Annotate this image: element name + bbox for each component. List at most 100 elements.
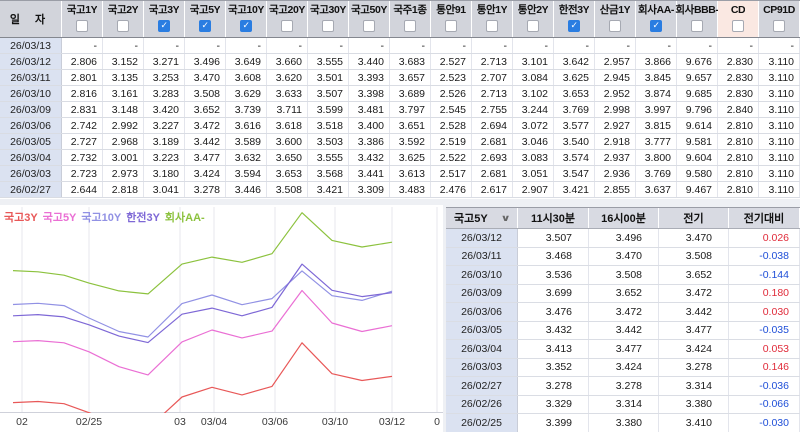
yield-cell: 3.866: [636, 54, 677, 69]
column-checkbox-국고20Y[interactable]: [281, 20, 293, 32]
column-checkbox-회사BBB-[interactable]: [691, 20, 703, 32]
table-row: 26/02/27 2.644 2.818 3.041 3.278 3.446 3.508 3.…: [0, 182, 800, 198]
column-checkbox-회사AA-[interactable]: [650, 20, 662, 32]
yield-cell: 3.651: [390, 118, 431, 133]
column-checkbox-국고10Y[interactable]: [240, 20, 252, 32]
yield-cell: 3.637: [636, 182, 677, 197]
column-checkbox-CP91D[interactable]: [773, 20, 785, 32]
x-tick-label: 03: [174, 416, 186, 428]
column-header-label: 국고1Y: [66, 4, 98, 16]
column-header-국고10Y: 국고10Y: [226, 1, 267, 37]
date-column-header: 일 자: [0, 1, 62, 37]
yield-cell: 2.927: [595, 118, 636, 133]
column-checkbox-통안2Y[interactable]: [527, 20, 539, 32]
column-header-label: 통안2Y: [517, 4, 549, 16]
column-header-국주1종: 국주1종: [390, 1, 431, 37]
column-header-CD: CD: [718, 1, 759, 37]
series-line-회사AA-: [12, 212, 393, 295]
column-checkbox-국고5Y[interactable]: [199, 20, 211, 32]
value-cell: 3.278: [518, 377, 589, 395]
legend-item-국고3Y: 국고3Y: [4, 212, 38, 224]
yield-cell: 3.421: [554, 182, 595, 197]
date-cell: 26/03/09: [446, 284, 518, 302]
column-checkbox-국고50Y[interactable]: [363, 20, 375, 32]
yield-cell: 3.283: [144, 86, 185, 101]
yield-cell: 2.945: [595, 70, 636, 85]
yield-cell: 2.713: [472, 54, 513, 69]
yield-cell: 3.689: [390, 86, 431, 101]
intraday-row: 26/03/09 3.699 3.652 3.472 0.180: [446, 284, 800, 303]
column-checkbox-국고2Y[interactable]: [117, 20, 129, 32]
yield-cell: 3.161: [103, 86, 144, 101]
yield-cell: 2.810: [718, 150, 759, 165]
value-cell: 3.507: [518, 229, 589, 247]
yield-cell: 3.874: [636, 86, 677, 101]
yield-cell: 3.072: [513, 118, 554, 133]
yield-cell: 3.110: [759, 86, 800, 101]
value-cell: 3.536: [518, 266, 589, 284]
yield-cell: 3.398: [349, 86, 390, 101]
column-checkbox-한전3Y[interactable]: [568, 20, 580, 32]
column-checkbox-통안91[interactable]: [445, 20, 457, 32]
yield-cell: 3.653: [554, 86, 595, 101]
column-header-회사AA-: 회사AA-: [636, 1, 677, 37]
yield-cell: 3.152: [103, 54, 144, 69]
yield-cell: 3.253: [144, 70, 185, 85]
yield-cell: 3.189: [144, 134, 185, 149]
column-checkbox-산금1Y[interactable]: [609, 20, 621, 32]
column-checkbox-국고1Y[interactable]: [76, 20, 88, 32]
intraday-row: 26/02/27 3.278 3.278 3.314 -0.036: [446, 377, 800, 396]
change-cell: 0.030: [729, 303, 800, 321]
intraday-table-body: 26/03/12 3.507 3.496 3.470 0.026 26/03/11 3.46…: [446, 229, 800, 432]
yield-cell: 3.102: [513, 86, 554, 101]
column-checkbox-국고30Y[interactable]: [322, 20, 334, 32]
column-checkbox-국고3Y[interactable]: [158, 20, 170, 32]
value-cell: 3.329: [518, 395, 589, 413]
date-cell: 26/03/09: [0, 102, 62, 117]
change-cell: -0.035: [729, 321, 800, 339]
intraday-header-전기: 전기: [659, 208, 729, 228]
yield-cell: 9.467: [677, 182, 718, 197]
yield-cell: 2.527: [431, 54, 472, 69]
yield-cell: 3.223: [144, 150, 185, 165]
yield-cell: 2.693: [472, 150, 513, 165]
yield-cell: 3.800: [636, 150, 677, 165]
yield-cell: -: [677, 38, 718, 53]
column-checkbox-통안1Y[interactable]: [486, 20, 498, 32]
column-checkbox-CD[interactable]: [732, 20, 744, 32]
change-cell: -0.038: [729, 247, 800, 265]
x-tick-label: 02: [16, 416, 28, 428]
daily-yield-table-header: 일 자 국고1Y 국고2Y 국고3Y 국고5Y 국고10Y 국고20Y 국고30Y 국고50Y…: [0, 1, 800, 38]
date-cell: 26/03/10: [0, 86, 62, 101]
value-cell: 3.380: [659, 395, 729, 413]
yield-cell: 2.644: [62, 182, 103, 197]
intraday-row: 26/03/10 3.536 3.508 3.652 -0.144: [446, 266, 800, 285]
column-header-국고50Y: 국고50Y: [349, 1, 390, 37]
column-checkbox-국주1종[interactable]: [404, 20, 416, 32]
yield-cell: 2.523: [431, 70, 472, 85]
column-header-label: 통안1Y: [476, 4, 508, 16]
yield-chart-plot: [0, 207, 443, 413]
x-tick-label: 03/04: [200, 416, 228, 428]
table-row: 26/03/05 2.727 2.968 3.189 3.442 3.589 3.600 3.…: [0, 134, 800, 150]
series-line-국고3Y: [12, 342, 393, 413]
yield-cell: 3.613: [390, 166, 431, 181]
yield-cell: 2.810: [718, 182, 759, 197]
yield-cell: -: [62, 38, 103, 53]
legend-item-회사AA-: 회사AA-: [164, 212, 205, 224]
yield-cell: 9.581: [677, 134, 718, 149]
intraday-row: 26/03/03 3.352 3.424 3.278 0.146: [446, 358, 800, 377]
intraday-header-11시30분: 11시30분: [518, 208, 589, 228]
yield-cell: 3.625: [390, 150, 431, 165]
table-row: 26/03/13- - - - - - - - - - - - - - - - - -: [0, 38, 800, 54]
yield-cell: 2.810: [718, 118, 759, 133]
yield-cell: 3.568: [308, 166, 349, 181]
yield-cell: 3.657: [390, 70, 431, 85]
yield-cell: 3.540: [554, 134, 595, 149]
column-header-label: 국고5Y: [189, 4, 221, 16]
yield-cell: 2.810: [718, 134, 759, 149]
yield-cell: 3.845: [636, 70, 677, 85]
series-selector-dropdown[interactable]: 국고5Y ∨: [446, 208, 518, 228]
value-cell: 3.442: [659, 303, 729, 321]
